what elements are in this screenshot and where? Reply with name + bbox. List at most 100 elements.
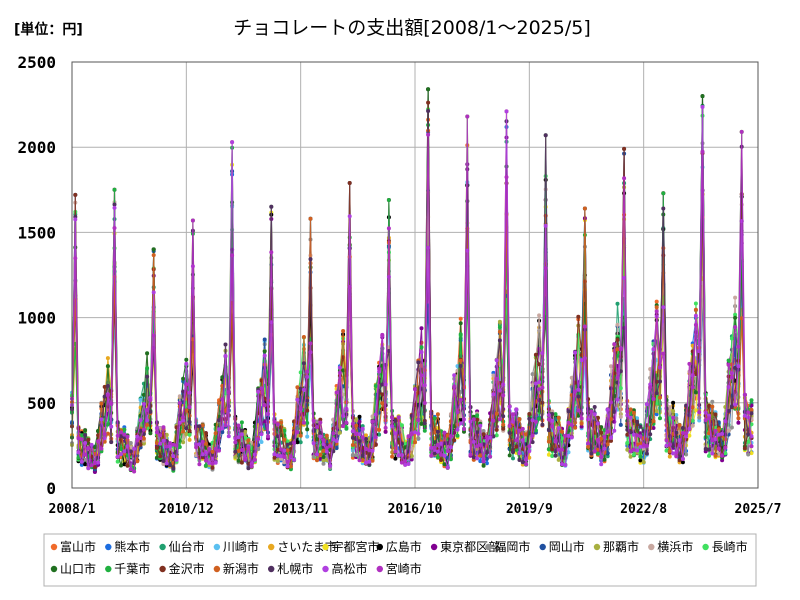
data-point [83,433,88,437]
data-point [527,455,532,460]
data-point [301,361,306,366]
data-point [615,397,620,402]
y-tick-label: 500 [27,394,56,413]
data-point [720,453,725,458]
data-point [644,451,649,456]
data-point [370,414,375,419]
data-point [177,401,182,405]
data-point [710,451,715,456]
data-point [517,451,522,456]
data-point [442,462,447,467]
data-point [618,347,623,352]
data-point [132,446,137,451]
data-point [370,419,375,424]
data-point [667,449,672,454]
data-point [272,419,277,424]
data-point [697,410,702,415]
data-point [321,438,326,443]
data-point [736,344,741,349]
chart-title: チョコレートの支出額[2008/1～2025/5] [233,17,591,39]
data-point [148,431,153,436]
x-tick-label: 2025/7 [735,502,782,517]
legend-marker [213,565,221,573]
data-point [733,312,738,317]
data-point [233,449,238,454]
data-point [703,447,708,451]
data-point [341,329,346,333]
data-point [599,462,604,467]
data-point [386,274,391,279]
data-point [622,176,627,181]
data-point [396,415,401,420]
data-point [746,410,751,415]
data-point [693,322,698,327]
data-point [109,401,114,406]
data-point [377,427,382,432]
data-point [693,408,698,413]
data-point [337,370,342,375]
data-point [239,420,244,425]
data-point [687,433,692,438]
data-point [285,464,290,469]
data-point [357,439,362,444]
data-point [190,264,195,269]
data-point [217,448,221,453]
data-point [720,458,725,463]
data-point [586,417,591,422]
data-point [595,437,600,442]
legend-label: 金沢市 [169,561,205,576]
data-point [413,440,417,445]
data-point [145,374,150,379]
data-point [514,438,519,443]
legend-label: 広島市 [386,539,422,554]
data-point [315,452,319,457]
data-point [409,457,414,462]
data-point [416,360,421,365]
data-point [540,385,545,390]
data-point [497,417,502,422]
legend-label: 那覇市 [603,539,639,554]
data-point [367,459,372,464]
data-point [497,388,502,393]
data-point [341,424,346,429]
data-point [311,454,316,459]
data-point [589,409,594,414]
y-tick-label: 2000 [17,138,56,157]
data-point [658,416,662,421]
legend-label: 川崎市 [223,539,259,554]
legend-marker [648,543,655,551]
data-point [105,422,110,427]
data-point [154,455,159,460]
data-point [475,456,480,461]
data-point [458,332,463,337]
data-point [79,459,84,464]
data-point [746,439,751,444]
data-point [710,404,715,409]
data-point [190,218,195,223]
data-point [716,432,721,437]
data-point [579,421,584,426]
data-point [491,392,496,397]
data-point [344,426,349,431]
data-point [693,313,698,318]
data-point [246,445,251,450]
data-point [455,433,460,438]
data-point [187,428,192,433]
data-point [145,408,150,412]
data-point [723,451,728,456]
data-point [354,432,359,437]
data-point [638,424,643,429]
data-point [282,455,287,459]
data-point [654,309,659,314]
data-point [671,415,676,420]
data-point [305,408,310,413]
data-point [484,434,489,439]
data-point [680,460,685,465]
data-point [132,469,137,474]
data-point [628,407,633,412]
data-point [651,397,656,401]
data-point [413,387,417,392]
data-point [599,455,604,459]
data-point [207,447,212,451]
data-point [455,427,460,432]
